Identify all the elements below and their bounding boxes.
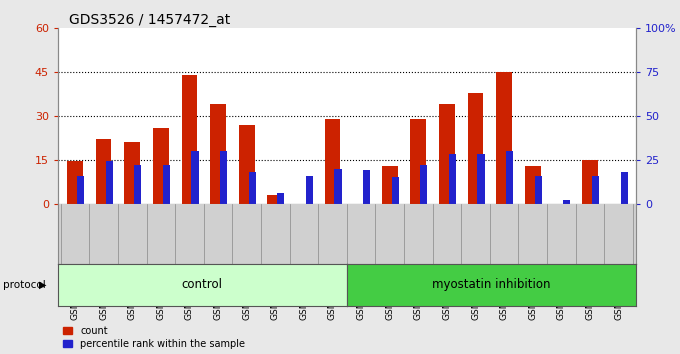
Bar — [592, 176, 599, 204]
Bar — [468, 93, 483, 204]
Bar — [496, 72, 512, 204]
Bar — [220, 151, 227, 204]
Bar — [382, 166, 398, 204]
Bar — [67, 161, 83, 204]
Bar — [506, 151, 513, 204]
Bar — [477, 154, 485, 204]
Bar — [335, 169, 341, 204]
Legend: count, percentile rank within the sample: count, percentile rank within the sample — [63, 326, 245, 349]
Bar — [134, 165, 141, 204]
Bar — [267, 195, 283, 204]
Bar — [324, 119, 341, 204]
Bar — [182, 75, 197, 204]
Bar — [411, 119, 426, 204]
Bar — [124, 142, 140, 204]
Bar — [621, 172, 628, 204]
Bar — [77, 176, 84, 204]
Bar — [420, 165, 428, 204]
Bar — [306, 176, 313, 204]
Bar — [525, 166, 541, 204]
Text: myostatin inhibition: myostatin inhibition — [432, 279, 551, 291]
Bar — [191, 151, 199, 204]
Bar — [439, 104, 455, 204]
Bar — [363, 170, 370, 204]
Bar — [392, 177, 398, 204]
Bar — [210, 104, 226, 204]
Text: ▶: ▶ — [39, 280, 47, 290]
Text: GDS3526 / 1457472_at: GDS3526 / 1457472_at — [69, 13, 231, 27]
Bar — [96, 139, 112, 204]
Bar — [563, 200, 571, 204]
Bar — [582, 160, 598, 204]
Bar — [105, 161, 113, 204]
Bar — [277, 193, 284, 204]
Text: protocol: protocol — [3, 280, 46, 290]
Bar — [163, 165, 170, 204]
Bar — [153, 128, 169, 204]
Bar — [534, 176, 542, 204]
Bar — [239, 125, 254, 204]
Bar — [449, 154, 456, 204]
Bar — [249, 172, 256, 204]
Text: control: control — [182, 279, 223, 291]
